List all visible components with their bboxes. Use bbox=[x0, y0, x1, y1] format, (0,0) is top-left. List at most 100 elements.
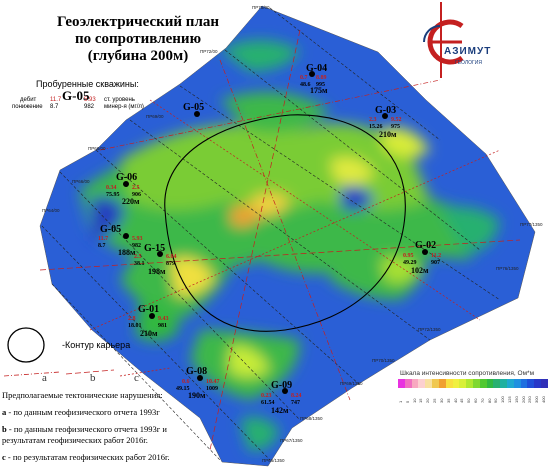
resistivity-scale bbox=[398, 379, 548, 388]
legend-debit-label: дебит bbox=[20, 97, 37, 103]
svg-text:907: 907 bbox=[431, 260, 440, 266]
scale-swatch bbox=[438, 379, 446, 388]
scale-swatch bbox=[432, 379, 439, 388]
scale-swatch bbox=[479, 379, 487, 388]
svg-text:102м: 102м bbox=[411, 266, 429, 275]
profile-label: ПР66/1350 bbox=[262, 458, 285, 463]
scale-swatch bbox=[404, 379, 412, 388]
svg-text:G-03: G-03 bbox=[375, 105, 396, 116]
fault-lines bbox=[39, 29, 521, 451]
well-g03: G-03 2.3 15.26 9.52 975 210м bbox=[369, 105, 402, 139]
scale-swatch bbox=[398, 379, 405, 388]
profile-label: ПР67/1350 bbox=[280, 438, 303, 443]
legend-mineral-label: минер-я (мг/л) bbox=[104, 104, 144, 110]
svg-text:11.7: 11.7 bbox=[98, 236, 108, 242]
svg-text:2.8: 2.8 bbox=[128, 316, 136, 322]
profile-labels: ПР75/00 ПР72/00 ПР69/00 ПР66/00 ПР66/00 … bbox=[42, 5, 543, 463]
well-g09: G-09 0.23 61.54 8.24 747 142м bbox=[261, 380, 302, 415]
profile-label: ПР72/00 bbox=[200, 49, 218, 54]
scale-swatch bbox=[500, 379, 507, 388]
svg-text:8.89: 8.89 bbox=[316, 75, 327, 81]
svg-text:975: 975 bbox=[391, 124, 400, 130]
title-line: Геоэлектрический план bbox=[56, 14, 220, 30]
fault-legend-b: b bbox=[90, 372, 96, 384]
well-g15: G-15 2.5 38.1 6.04 879 198м bbox=[134, 243, 177, 276]
svg-text:9.52: 9.52 bbox=[391, 117, 402, 123]
title-line: (глубина 200м) bbox=[87, 48, 189, 64]
profile-label: ПР76/1350 bbox=[496, 266, 519, 271]
legend-contour-circle bbox=[7, 327, 45, 363]
profile-lines bbox=[41, 7, 501, 461]
svg-text:981: 981 bbox=[158, 323, 167, 329]
svg-text:879: 879 bbox=[166, 261, 175, 267]
scale-swatch bbox=[520, 379, 528, 388]
title-line: по сопротивлению bbox=[74, 31, 202, 47]
scale-swatch bbox=[534, 379, 542, 388]
legend-static-level-label: ст. уровень bbox=[104, 97, 135, 103]
svg-text:6.04: 6.04 bbox=[166, 254, 177, 260]
scale-tick-label: 50 bbox=[466, 398, 472, 403]
company-logo bbox=[423, 2, 464, 78]
logo-subtitle: ГЕОЛОГИЯ bbox=[455, 60, 482, 66]
legend-sample-well: G-05 bbox=[62, 88, 90, 103]
note-a: a - по данным геофизического отчета 1993… bbox=[2, 407, 160, 417]
scale-tick-label: 60 bbox=[472, 398, 478, 403]
well-g06: G-06 0.34 75.95 2.5 906 220м bbox=[106, 172, 141, 206]
profile-label: ПР72/1350 bbox=[418, 327, 441, 332]
scale-swatch bbox=[507, 379, 514, 388]
scale-ticks: 1 5 10 15 20 25 30 35 40 45 50 60 70 80 90 100 125 150 200… bbox=[398, 389, 548, 403]
legend-sample-mineral: 982 bbox=[84, 104, 95, 110]
svg-text:2.3: 2.3 bbox=[369, 117, 377, 123]
scale-swatch bbox=[459, 379, 467, 388]
svg-text:5.93: 5.93 bbox=[132, 236, 143, 242]
well-g04: G-04 0.7 48.6 8.89 995 175м bbox=[300, 63, 328, 95]
profile-label: ПР66/00 bbox=[72, 179, 90, 184]
note-b: b - по данным геофизического отчета 1993… bbox=[2, 424, 167, 445]
svg-text:188м: 188м bbox=[118, 248, 136, 257]
svg-text:0.34: 0.34 bbox=[106, 185, 117, 191]
svg-text:0.7: 0.7 bbox=[300, 75, 308, 81]
well-g08: G-08 0.6 49.15 10.47 1009 190м bbox=[176, 366, 220, 400]
svg-text:G-05: G-05 bbox=[183, 102, 204, 113]
fault-legend-a: a bbox=[42, 372, 47, 384]
svg-text:G-15: G-15 bbox=[144, 243, 165, 254]
svg-text:G-08: G-08 bbox=[186, 366, 207, 377]
svg-text:G-04: G-04 bbox=[306, 63, 327, 74]
svg-text:G-02: G-02 bbox=[415, 240, 436, 251]
svg-text:906: 906 bbox=[132, 192, 141, 198]
scale-swatch bbox=[486, 379, 494, 388]
scale-tick-label: 125 bbox=[507, 396, 512, 403]
scale-swatch bbox=[418, 379, 426, 388]
scale-tick-label: 5 bbox=[404, 400, 410, 403]
scale-tick-label: 150 bbox=[513, 396, 519, 403]
svg-text:8.7: 8.7 bbox=[98, 243, 106, 249]
svg-text:175м: 175м bbox=[310, 86, 328, 95]
svg-text:9.43: 9.43 bbox=[158, 316, 169, 322]
svg-text:2.5: 2.5 bbox=[132, 185, 140, 191]
well-g05-north: G-05 bbox=[183, 102, 204, 117]
legend-lowering-label: понижение bbox=[12, 104, 43, 110]
fault-legend-lines bbox=[3, 367, 171, 377]
profile-label: ПР68/1350 bbox=[300, 416, 323, 421]
svg-text:11.2: 11.2 bbox=[431, 253, 441, 259]
svg-text:995: 995 bbox=[316, 82, 325, 88]
profile-label: ПР70/1350 bbox=[372, 358, 395, 363]
svg-text:G-09: G-09 bbox=[271, 380, 292, 391]
svg-text:48.6: 48.6 bbox=[300, 82, 311, 88]
quarry-contour bbox=[164, 114, 406, 332]
scale-swatch bbox=[527, 379, 535, 388]
well-g05: G-05 11.7 8.7 5.93 982 188м bbox=[98, 224, 143, 257]
svg-text:747: 747 bbox=[291, 400, 300, 406]
legend-sample-debit: 11.7 bbox=[50, 97, 62, 103]
fault-notes: Предполагаемые тектонические нарушения: … bbox=[2, 390, 202, 469]
well-g02: G-02 0.95 49.29 11.2 907 102м bbox=[403, 240, 441, 275]
scale-swatch bbox=[445, 379, 453, 388]
scale-swatch bbox=[541, 379, 548, 388]
svg-text:0.6: 0.6 bbox=[182, 379, 190, 385]
legend-sample-lowering: 8.7 bbox=[50, 104, 59, 110]
svg-text:982: 982 bbox=[132, 243, 141, 249]
notes-intro: Предполагаемые тектонические нарушения: bbox=[2, 390, 163, 400]
svg-text:18.01: 18.01 bbox=[128, 323, 142, 329]
fault-legend-c: c bbox=[134, 372, 139, 384]
